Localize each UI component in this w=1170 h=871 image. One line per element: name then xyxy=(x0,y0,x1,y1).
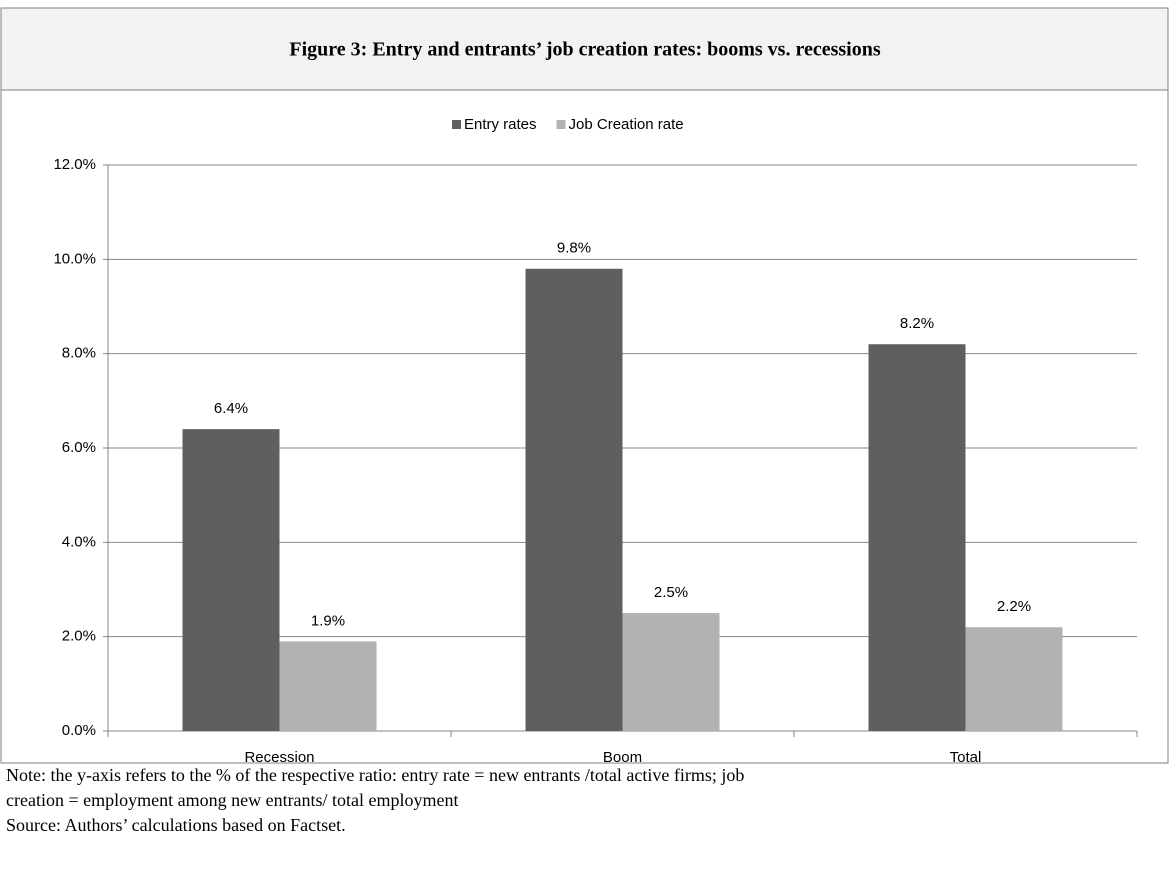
y-tick-label: 10.0% xyxy=(53,250,96,267)
bar xyxy=(965,627,1063,731)
x-tick-label: Recession xyxy=(244,749,314,766)
y-tick-label: 4.0% xyxy=(62,533,96,550)
notes: Note: the y-axis refers to the % of the … xyxy=(6,763,786,838)
legend-label: Job Creation rate xyxy=(569,116,684,133)
value-label: 1.9% xyxy=(311,612,345,629)
bar xyxy=(279,641,377,731)
legend-label: Entry rates xyxy=(464,116,537,133)
y-tick-label: 12.0% xyxy=(53,156,96,173)
legend-swatch xyxy=(452,120,461,129)
y-tick-label: 2.0% xyxy=(62,628,96,645)
bar xyxy=(868,344,966,731)
legend-swatch xyxy=(556,120,566,129)
chart-title: Figure 3: Entry and entrants’ job creati… xyxy=(289,39,880,61)
value-label: 2.5% xyxy=(654,584,688,601)
bar xyxy=(622,613,720,731)
note: Note: the y-axis refers to the % of the … xyxy=(6,765,745,810)
header-band xyxy=(0,7,1169,91)
value-label: 9.8% xyxy=(557,240,591,257)
y-tick-label: 6.0% xyxy=(62,439,96,456)
bar xyxy=(182,429,280,731)
source: Source: Authors’ calculations based on F… xyxy=(6,815,346,835)
value-label: 2.2% xyxy=(997,598,1031,615)
value-label: 8.2% xyxy=(900,315,934,332)
bar xyxy=(525,268,623,731)
value-label: 6.4% xyxy=(214,400,248,417)
x-tick-label: Total xyxy=(950,749,982,766)
x-tick-label: Boom xyxy=(603,749,642,766)
y-tick-label: 0.0% xyxy=(62,722,96,739)
y-tick-label: 8.0% xyxy=(62,345,96,362)
